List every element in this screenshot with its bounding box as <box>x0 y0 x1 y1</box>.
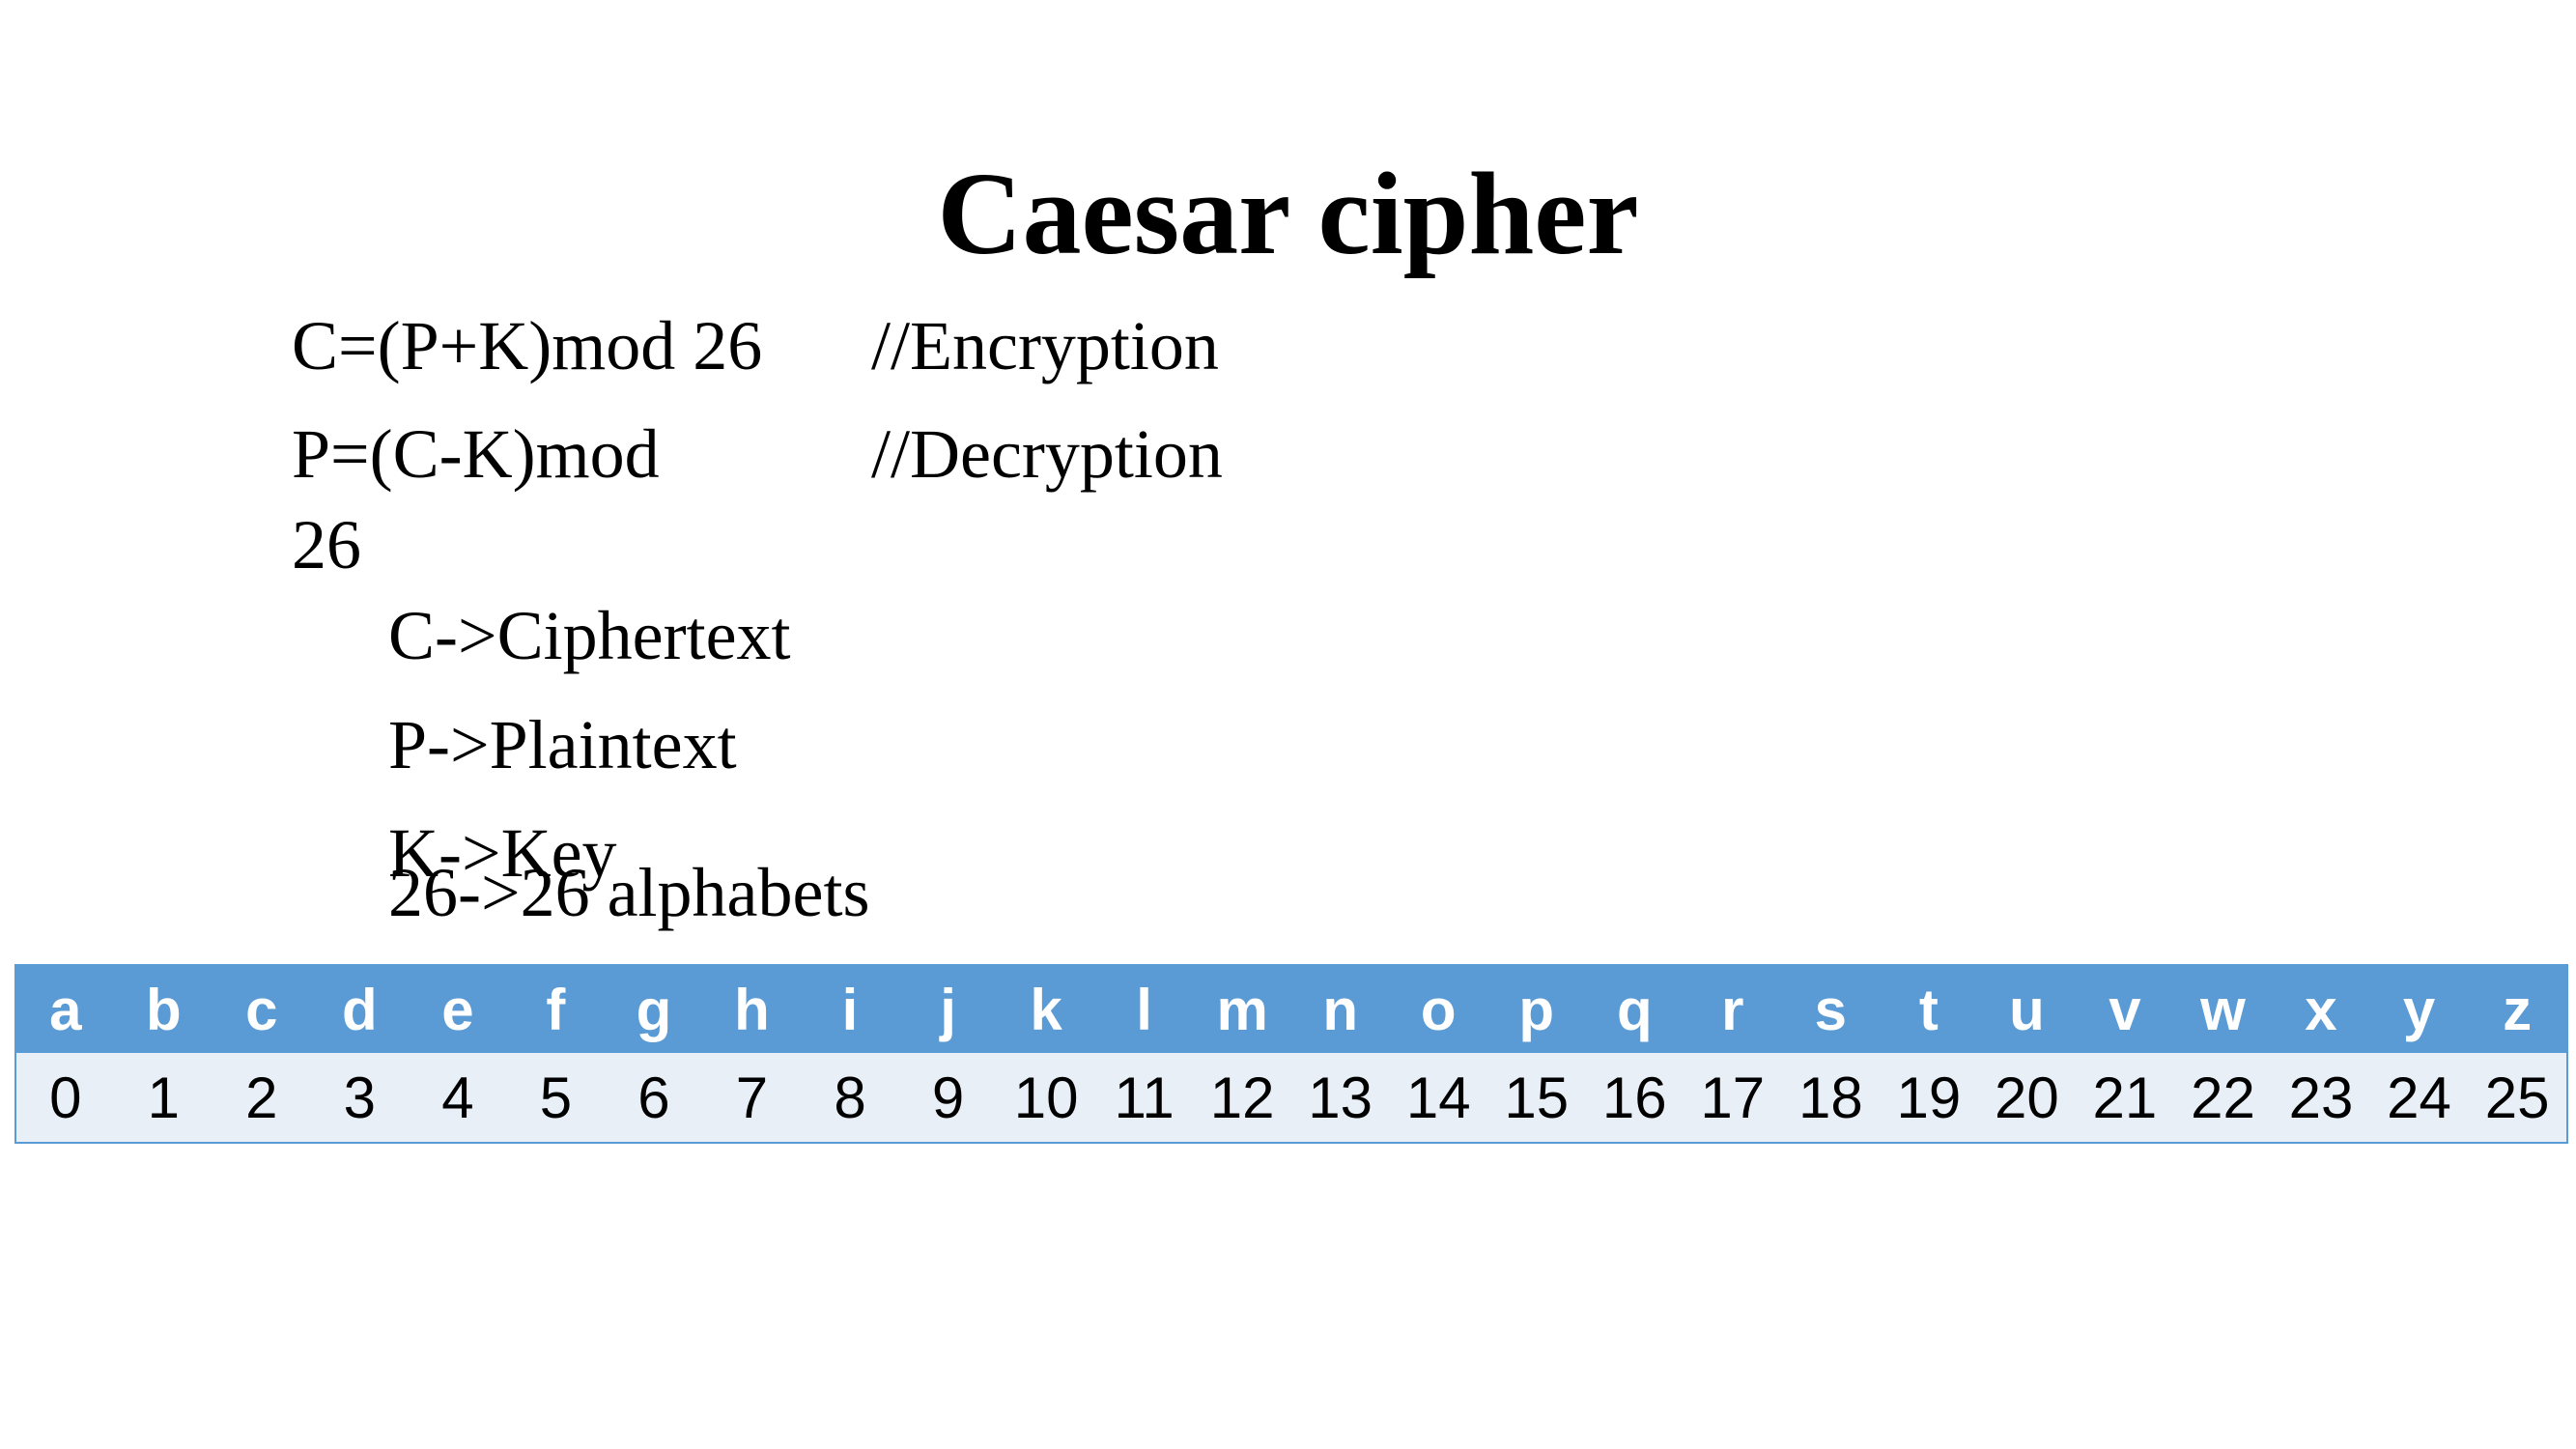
decryption-comment: //Decryption <box>871 415 1223 493</box>
letter-cell: e <box>409 966 507 1053</box>
legend-plaintext: P->Plaintext <box>388 706 737 783</box>
slide-title: Caesar cipher <box>937 149 1639 279</box>
letter-cell: y <box>2369 966 2469 1053</box>
letter-cell: t <box>1880 966 1978 1053</box>
number-cell: 21 <box>2076 1053 2174 1142</box>
number-cell: 23 <box>2272 1053 2370 1142</box>
number-cell: 10 <box>997 1053 1095 1142</box>
letter-cell: d <box>310 966 410 1053</box>
letter-cell: g <box>605 966 703 1053</box>
number-cell: 24 <box>2369 1053 2469 1142</box>
number-cell: 25 <box>2468 1053 2566 1142</box>
number-cell: 5 <box>506 1053 606 1142</box>
number-cell: 7 <box>702 1053 802 1142</box>
number-cell: 3 <box>310 1053 410 1142</box>
letter-cell: c <box>212 966 311 1053</box>
letter-cell: l <box>1094 966 1194 1053</box>
numbers-row: 0 1 2 3 4 5 6 7 8 9 10 11 12 13 14 15 16 17 18 19 20 21 22 23 24… <box>16 1053 2566 1142</box>
number-cell: 4 <box>409 1053 507 1142</box>
number-cell: 20 <box>1977 1053 2077 1142</box>
letter-cell: p <box>1486 966 1586 1053</box>
decryption-formula-line1: P=(C-K)mod <box>292 415 660 493</box>
letter-cell: u <box>1977 966 2077 1053</box>
letter-cell: b <box>114 966 213 1053</box>
letter-cell: h <box>702 966 802 1053</box>
letter-cell: s <box>1781 966 1881 1053</box>
number-cell: 19 <box>1880 1053 1978 1142</box>
legend-key: K->Key <box>388 814 617 892</box>
letter-cell: z <box>2468 966 2566 1053</box>
encryption-comment: //Encryption <box>871 307 1219 384</box>
decryption-formula-line2: 26 <box>292 506 361 583</box>
letter-cell: x <box>2272 966 2370 1053</box>
letter-cell: j <box>898 966 998 1053</box>
letter-cell: q <box>1585 966 1684 1053</box>
number-cell: 15 <box>1486 1053 1586 1142</box>
number-cell: 22 <box>2173 1053 2273 1142</box>
number-cell: 2 <box>212 1053 311 1142</box>
number-cell: 12 <box>1193 1053 1291 1142</box>
number-cell: 0 <box>16 1053 115 1142</box>
letter-cell: i <box>801 966 899 1053</box>
number-cell: 17 <box>1684 1053 1782 1142</box>
letter-cell: n <box>1290 966 1390 1053</box>
letter-cell: w <box>2173 966 2273 1053</box>
letter-cell: a <box>16 966 115 1053</box>
number-cell: 6 <box>605 1053 703 1142</box>
number-cell: 8 <box>801 1053 899 1142</box>
number-cell: 11 <box>1094 1053 1194 1142</box>
letter-cell: m <box>1193 966 1291 1053</box>
number-cell: 1 <box>114 1053 213 1142</box>
number-cell: 18 <box>1781 1053 1881 1142</box>
legend-alphabets: 26->26 alphabets <box>388 854 870 931</box>
number-cell: 9 <box>898 1053 998 1142</box>
letter-cell: r <box>1684 966 1782 1053</box>
letter-cell: k <box>997 966 1095 1053</box>
number-cell: 16 <box>1585 1053 1684 1142</box>
letter-cell: v <box>2076 966 2174 1053</box>
number-cell: 14 <box>1389 1053 1487 1142</box>
encryption-formula: C=(P+K)mod 26 <box>292 307 763 384</box>
letter-cell: o <box>1389 966 1487 1053</box>
number-cell: 13 <box>1290 1053 1390 1142</box>
letter-cell: f <box>506 966 606 1053</box>
legend-ciphertext: C->Ciphertext <box>388 597 791 674</box>
